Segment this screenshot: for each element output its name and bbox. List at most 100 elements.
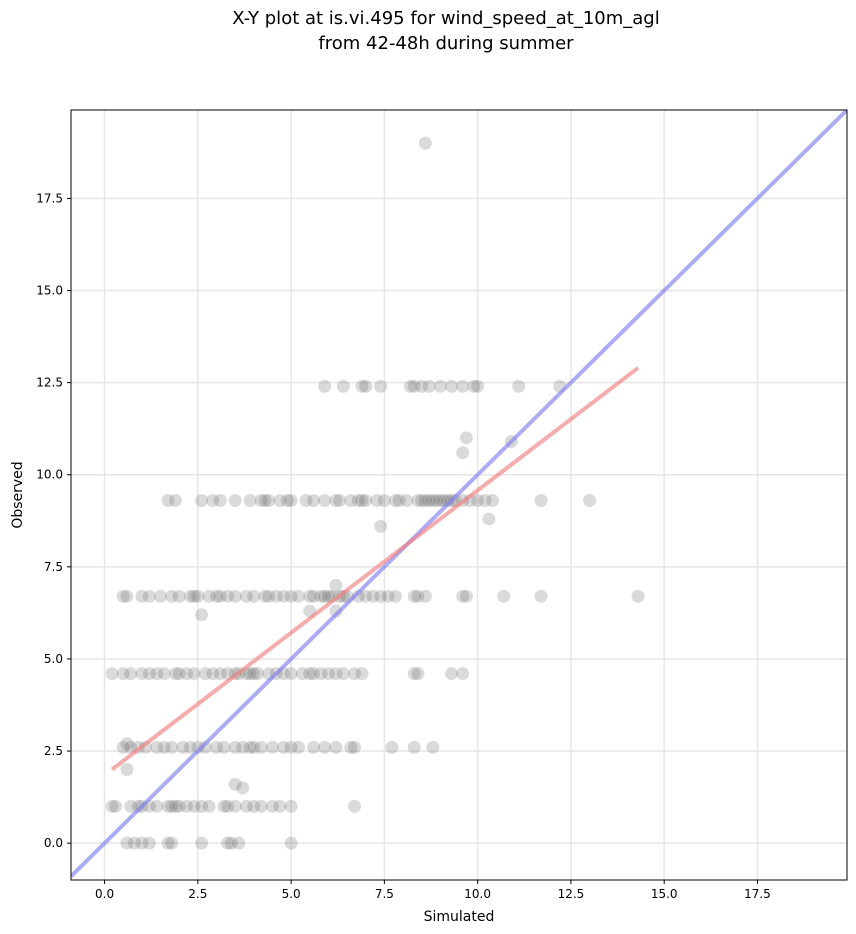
- data-point: [265, 799, 279, 813]
- data-point: [407, 589, 421, 603]
- data-point: [180, 799, 194, 813]
- data-point: [247, 799, 261, 813]
- chart-title: X-Y plot at is.vi.495 for wind_speed_at_…: [232, 8, 659, 29]
- data-point: [239, 799, 253, 813]
- data-point: [459, 431, 473, 445]
- data-point: [202, 589, 216, 603]
- x-tick-label: 7.5: [375, 887, 394, 901]
- data-point: [415, 494, 429, 508]
- data-point: [430, 494, 444, 508]
- data-point: [273, 799, 287, 813]
- data-point: [284, 740, 298, 754]
- data-point: [191, 589, 205, 603]
- data-point: [359, 379, 373, 393]
- data-point: [124, 667, 138, 681]
- data-point: [292, 589, 306, 603]
- data-point: [348, 740, 362, 754]
- data-point: [351, 494, 365, 508]
- data-point: [232, 836, 246, 850]
- data-point: [299, 494, 313, 508]
- data-point: [374, 379, 388, 393]
- data-point: [284, 494, 298, 508]
- x-tick-label: 2.5: [188, 887, 207, 901]
- data-point: [344, 494, 358, 508]
- data-point: [243, 494, 257, 508]
- reference-lines: [71, 110, 847, 878]
- data-point: [254, 740, 268, 754]
- data-point: [224, 836, 238, 850]
- data-point: [228, 494, 242, 508]
- data-point: [228, 799, 242, 813]
- data-point: [456, 446, 470, 460]
- data-point: [456, 379, 470, 393]
- data-point: [482, 512, 496, 526]
- data-point: [321, 667, 335, 681]
- data-point: [426, 494, 440, 508]
- data-point: [247, 740, 261, 754]
- data-point: [426, 740, 440, 754]
- data-point: [273, 494, 287, 508]
- data-point: [157, 667, 171, 681]
- data-point: [168, 667, 182, 681]
- data-point: [228, 589, 242, 603]
- data-point: [456, 667, 470, 681]
- data-point: [534, 494, 548, 508]
- data-point: [445, 379, 459, 393]
- data-point: [239, 589, 253, 603]
- data-point: [142, 667, 156, 681]
- data-point: [359, 494, 373, 508]
- data-point: [355, 667, 369, 681]
- data-point: [183, 740, 197, 754]
- data-point: [277, 740, 291, 754]
- data-point: [236, 781, 250, 795]
- data-point: [116, 667, 130, 681]
- data-point: [459, 589, 473, 603]
- x-tick-label: 0.0: [95, 887, 114, 901]
- data-point: [120, 762, 134, 776]
- data-point: [404, 379, 417, 393]
- data-point: [168, 799, 182, 813]
- data-point: [247, 589, 261, 603]
- data-point: [165, 836, 179, 850]
- data-point: [366, 589, 380, 603]
- data-point: [348, 799, 362, 813]
- x-axis-label: Simulated: [424, 909, 495, 925]
- data-point: [374, 589, 388, 603]
- data-point: [168, 494, 182, 508]
- data-point: [329, 578, 343, 592]
- data-point: [467, 379, 481, 393]
- data-point: [471, 379, 485, 393]
- data-point: [187, 799, 201, 813]
- data-point: [389, 494, 403, 508]
- y-tick-label: 5.0: [44, 652, 63, 666]
- grid: [71, 110, 847, 880]
- data-point: [258, 494, 272, 508]
- y-axis-label: Observed: [10, 461, 26, 528]
- data-point: [486, 494, 500, 508]
- data-points: [105, 136, 645, 850]
- data-point: [105, 667, 119, 681]
- data-point: [236, 740, 250, 754]
- data-point: [135, 589, 149, 603]
- data-point: [583, 494, 597, 508]
- data-point: [377, 494, 391, 508]
- data-point: [109, 799, 123, 813]
- data-point: [150, 799, 164, 813]
- data-point: [183, 589, 197, 603]
- data-point: [165, 740, 179, 754]
- data-point: [433, 494, 447, 508]
- data-point: [105, 799, 119, 813]
- data-point: [284, 836, 298, 850]
- data-point: [195, 799, 209, 813]
- data-point: [150, 667, 164, 681]
- data-point: [127, 836, 141, 850]
- data-point: [292, 740, 306, 754]
- data-point: [478, 494, 492, 508]
- data-point: [307, 589, 320, 603]
- data-point: [385, 740, 399, 754]
- data-point: [422, 494, 436, 508]
- data-point: [303, 589, 317, 603]
- data-point: [512, 379, 526, 393]
- data-point: [251, 667, 265, 681]
- data-point: [389, 589, 403, 603]
